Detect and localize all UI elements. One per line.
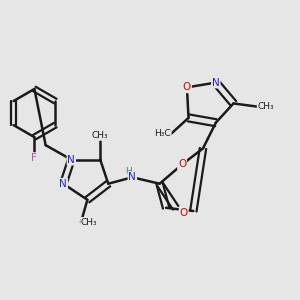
Text: N: N	[128, 172, 136, 182]
Text: H₃C: H₃C	[154, 129, 171, 138]
Text: CH₃: CH₃	[81, 218, 98, 227]
Text: CH₃: CH₃	[92, 131, 109, 140]
Text: F: F	[32, 153, 37, 163]
Text: N: N	[68, 154, 75, 165]
Text: O: O	[180, 208, 188, 218]
Text: N: N	[59, 179, 67, 189]
Text: O: O	[183, 82, 191, 92]
Text: N: N	[212, 78, 220, 88]
Text: CH₃: CH₃	[258, 102, 274, 111]
Text: O: O	[178, 159, 186, 170]
Text: H: H	[125, 167, 132, 176]
